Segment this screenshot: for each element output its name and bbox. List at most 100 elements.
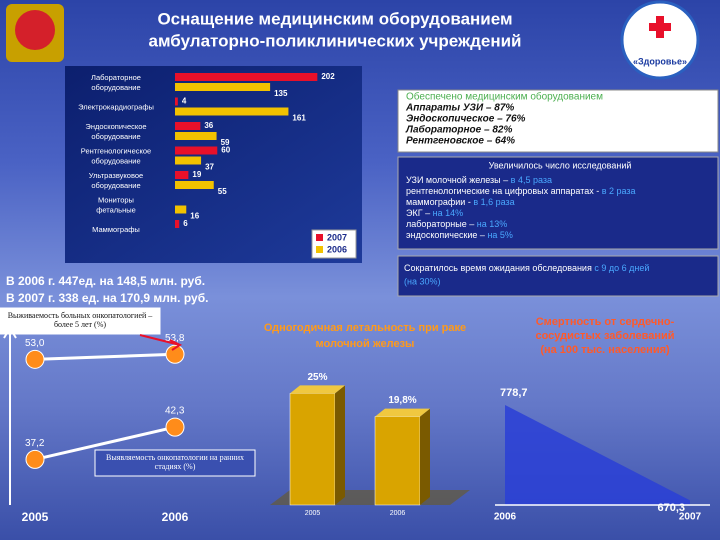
box-line: рентгенологические на цифровых аппаратах… (406, 186, 636, 196)
series-name: Выявляемость онкопатологии на ранних ста… (106, 453, 244, 471)
box-line-highlight: в 2 раза (602, 186, 636, 196)
logo-text: «Здоровье» (633, 56, 687, 66)
title: амбулаторно-поликлинических учреждений (148, 31, 521, 50)
legend-box (311, 229, 357, 259)
category-label: Маммографы (92, 225, 140, 234)
value-label: 16 (190, 212, 199, 221)
waiting-text: Сократилось время ожидания обследования … (404, 263, 649, 273)
value-label: 53,8 (165, 333, 185, 344)
category-label: оборудование (91, 83, 140, 92)
bar (175, 156, 202, 165)
bar-side (335, 385, 345, 505)
value-label: 670,3 (657, 502, 685, 514)
value-label: 60 (221, 146, 230, 155)
box-line-highlight: на 5% (487, 230, 512, 240)
box-title: Увеличилось число исследований (489, 160, 632, 170)
box-line: эндоскопические – на 5% (406, 230, 513, 240)
box-line-highlight: на 14% (433, 208, 464, 218)
purchase-text: В 2006 г. 447ед. на 148,5 млн. руб. (6, 274, 205, 288)
series-box (0, 307, 161, 335)
value-label: 53,0 (25, 338, 45, 349)
category-label: Лабораторное (91, 73, 141, 82)
box-line: Рентгеновское – 64% (406, 136, 515, 147)
value-label: 37 (205, 163, 214, 172)
studies-box (397, 156, 719, 250)
point (165, 417, 185, 437)
value-label: 42,3 (165, 406, 185, 417)
category-label: Ультразвуковое (89, 171, 143, 180)
bar (175, 97, 178, 106)
line (34, 425, 176, 461)
waiting-box (397, 255, 719, 297)
series-name-wrap: Выявляемость онкопатологии на ранних ста… (106, 453, 244, 471)
box-line-highlight: на 13% (477, 219, 508, 229)
waiting-text: (на 30%) (404, 276, 440, 286)
bar (289, 393, 336, 506)
chart-title: молочной железы (316, 338, 415, 350)
bar-side (420, 408, 430, 505)
category-label: Мониторы (98, 195, 134, 204)
bar (175, 181, 214, 189)
axis-arrow (3, 326, 17, 505)
series-name-wrap: Выживаемость больных онкопатологией – бо… (7, 311, 153, 329)
bar (175, 205, 187, 214)
value-label: 25% (307, 372, 327, 383)
box-line: ЭКГ – на 14% (406, 208, 463, 218)
category-label: фетальные (96, 205, 136, 214)
category-label: Эндоскопическое (85, 122, 146, 131)
box-line-text: эндоскопические – (406, 230, 487, 240)
value-label: 135 (274, 89, 288, 98)
title: Оснащение медицинским оборудованием (157, 9, 512, 28)
value-label: 55 (218, 187, 227, 196)
bar-top (375, 408, 430, 417)
bar (175, 132, 217, 140)
x-tick-label: 2005 (22, 510, 49, 524)
box-line-text: УЗИ молочной железы – (406, 175, 511, 185)
bar (175, 146, 218, 155)
value-label: 778,7 (500, 387, 528, 399)
bar (175, 122, 201, 130)
value-label: 36 (204, 121, 213, 130)
legend-swatch (316, 246, 323, 253)
logo-cross (649, 23, 671, 31)
x-tick-label: 2006 (390, 510, 406, 517)
bar (175, 171, 189, 179)
legend-label: 2007 (327, 232, 347, 242)
box-line: лабораторные – на 13% (406, 219, 507, 229)
purchase-text: В 2007 г. 338 ед. на 170,9 млн. руб. (6, 291, 208, 305)
value-label: 4 (182, 97, 187, 106)
box-line-text: маммографии - (406, 197, 473, 207)
area (505, 404, 690, 505)
point (165, 344, 185, 364)
value-label: 161 (292, 114, 306, 123)
x-tick-label: 2006 (162, 510, 189, 524)
value-label: 19 (192, 170, 201, 179)
series-box (94, 449, 256, 477)
box-line-highlight: в 1,6 раза (473, 197, 514, 207)
box-line: Аппараты УЗИ – 87% (405, 103, 514, 114)
chart-title: (на 100 тыс. населения) (540, 344, 670, 356)
value-label: 6 (183, 219, 188, 228)
logo (620, 0, 700, 80)
x-tick-label: 2005 (305, 510, 321, 517)
category-label: оборудование (91, 132, 140, 141)
x-tick-label: 2007 (679, 512, 702, 523)
line (34, 352, 176, 361)
box-line-text: лабораторные – (406, 219, 477, 229)
box-line: маммографии - в 1,6 раза (406, 197, 515, 207)
legend-label: 2006 (327, 244, 347, 254)
box-line: Эндоскопическое – 76% (406, 114, 526, 125)
bar (175, 83, 271, 91)
chart-title: сосудистых заболеваний (535, 330, 674, 342)
category-label: оборудование (91, 156, 140, 165)
box-line-text: ЭКГ – (406, 208, 433, 218)
emblem-shield (15, 10, 55, 50)
bar (175, 107, 289, 116)
box-line-highlight: в 4,5 раза (511, 175, 552, 185)
x-tick-label: 2006 (494, 512, 517, 523)
box-title: Обеспечено медицинским оборудованием (406, 91, 603, 103)
series-name: Выживаемость больных онкопатологией – бо… (7, 311, 153, 329)
bar (175, 73, 318, 81)
